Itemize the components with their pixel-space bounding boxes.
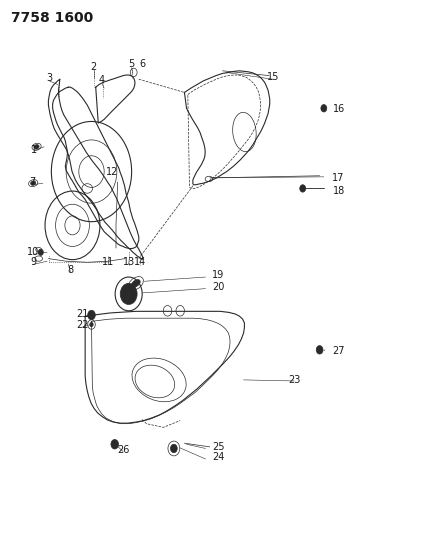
Circle shape [316,345,323,354]
Circle shape [90,322,93,327]
Ellipse shape [131,280,140,287]
Text: 25: 25 [212,442,224,452]
Text: 13: 13 [122,257,135,267]
Text: 1: 1 [31,146,38,156]
Text: 19: 19 [212,270,224,280]
Ellipse shape [31,181,36,185]
Circle shape [170,444,177,453]
Text: 17: 17 [333,173,345,183]
Text: 2: 2 [90,62,97,72]
Text: 11: 11 [102,257,115,267]
Text: 20: 20 [212,281,224,292]
Text: 15: 15 [267,71,279,82]
Text: 12: 12 [107,166,119,176]
Text: 10: 10 [27,247,39,257]
Text: 24: 24 [212,453,224,463]
Text: 26: 26 [117,445,129,455]
Text: 23: 23 [288,375,300,385]
Circle shape [111,440,119,449]
Text: 22: 22 [76,319,89,329]
Text: 9: 9 [30,257,36,267]
Text: 8: 8 [67,265,74,274]
Text: 16: 16 [333,104,345,114]
Text: 18: 18 [333,185,345,196]
Circle shape [321,104,327,112]
Circle shape [120,284,137,304]
Ellipse shape [34,144,39,149]
Text: 27: 27 [333,346,345,356]
Text: 7: 7 [29,177,36,187]
Text: 14: 14 [134,257,146,267]
Text: 21: 21 [76,309,89,319]
Circle shape [88,310,95,320]
Circle shape [300,185,306,192]
Circle shape [38,249,43,255]
Text: 4: 4 [99,75,105,85]
Text: 5: 5 [128,60,135,69]
Text: 6: 6 [139,60,145,69]
Text: 7758 1600: 7758 1600 [11,11,93,25]
Text: 3: 3 [46,72,52,83]
